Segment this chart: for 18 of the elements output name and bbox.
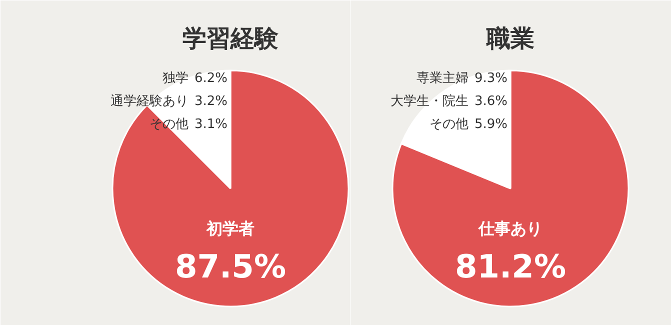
data-label: 5.9% [474,117,508,132]
slice-label: 独学 [162,71,188,86]
slice-label: その他 [150,117,188,132]
slice-label: 大学生・院生 [390,94,468,109]
data-label: 9.3% [474,71,508,86]
data-label: 6.2% [194,71,228,86]
data-label: 3.1% [194,117,228,132]
slice-label: 仕事あり [478,219,542,238]
data-label: 87.5% [174,248,286,286]
chart-title: 職業 [486,24,534,52]
slice-label: その他 [430,117,468,132]
data-label: 81.2% [454,248,566,286]
slice-label: 専業主婦 [416,70,468,86]
slice-label: 通学経験あり [110,94,188,109]
data-label: 3.6% [474,94,508,109]
slice-label: 初学者 [206,219,254,238]
data-label: 3.2% [194,94,228,109]
chart-title: 学習経験 [182,24,280,52]
